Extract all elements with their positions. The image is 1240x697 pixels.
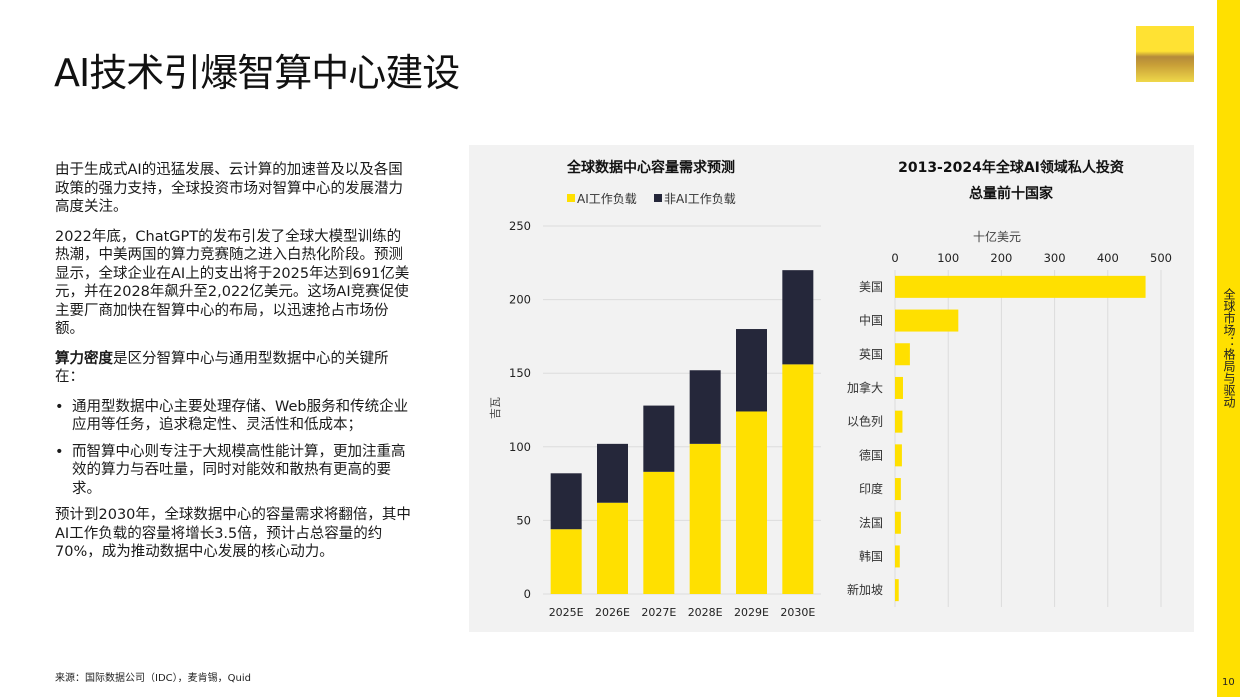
category-label: 美国 bbox=[859, 280, 883, 294]
page-number: 10 bbox=[1222, 677, 1235, 688]
y-axis-label: 吉瓦 bbox=[489, 397, 502, 419]
bar-investment bbox=[895, 309, 959, 332]
paragraph-4: 预计到2030年，全球数据中心的容量需求将翻倍，其中AI工作负载的容量将增长3.… bbox=[55, 507, 411, 560]
y-tick-label: 50 bbox=[516, 513, 531, 527]
bar-non-ai-workload bbox=[689, 370, 721, 444]
bar-ai-workload bbox=[782, 364, 814, 594]
bar-non-ai-workload bbox=[597, 443, 628, 503]
category-label: 法国 bbox=[859, 516, 883, 530]
bar-investment bbox=[895, 579, 899, 602]
category-label: 印度 bbox=[859, 481, 883, 496]
bar-non-ai-workload bbox=[736, 329, 767, 412]
x-tick-label: 200 bbox=[990, 251, 1012, 265]
bullet-item: 而智算中心则专注于大规模高性能计算，更加注重高效的算力与吞吐量，同时对能效和散热… bbox=[55, 443, 415, 499]
bullet-item: 通用型数据中心主要处理存储、Web服务和传统企业应用等任务，追求稳定性、灵活性和… bbox=[55, 398, 415, 435]
bar-investment bbox=[895, 444, 902, 467]
section-label: 全球市场：格局与驱动 bbox=[1222, 288, 1236, 408]
y-tick-label: 100 bbox=[509, 440, 531, 454]
paragraph-3: 算力密度是区分智算中心与通用型数据中心的关键所在： bbox=[55, 350, 415, 387]
x-tick-label: 400 bbox=[1097, 251, 1119, 265]
x-tick-label: 2030E bbox=[780, 606, 815, 619]
category-label: 中国 bbox=[859, 313, 883, 328]
paragraph-1: 由于生成式AI的迅猛发展、云计算的加速普及以及各国政策的强力支持，全球投资市场对… bbox=[55, 162, 403, 215]
x-tick-label: 2026E bbox=[595, 606, 630, 619]
y-tick-label: 250 bbox=[509, 219, 531, 233]
x-tick-label: 0 bbox=[891, 251, 898, 265]
bar-non-ai-workload bbox=[782, 270, 814, 365]
x-tick-label: 100 bbox=[937, 251, 959, 265]
logo-image bbox=[1136, 26, 1194, 82]
paragraph-2: 2022年底，ChatGPT的发布引发了全球大模型训练的热潮，中美两国的算力竞赛… bbox=[55, 228, 410, 338]
body-text: 由于生成式AI的迅猛发展、云计算的加速普及以及各国政策的强力支持，全球投资市场对… bbox=[55, 161, 415, 573]
bar-ai-workload bbox=[597, 502, 628, 594]
category-label: 德国 bbox=[859, 447, 883, 462]
x-tick-label: 2029E bbox=[734, 606, 769, 619]
bar-ai-workload bbox=[736, 411, 767, 594]
y-tick-label: 200 bbox=[509, 293, 531, 307]
x-tick-label: 2028E bbox=[688, 606, 723, 619]
bar-investment bbox=[895, 511, 901, 534]
y-tick-label: 0 bbox=[524, 587, 531, 601]
section-sidebar bbox=[1217, 0, 1240, 697]
x-tick-label: 500 bbox=[1150, 251, 1172, 265]
legend-label: AI工作负载 bbox=[577, 192, 637, 206]
bar-non-ai-workload bbox=[643, 405, 675, 472]
category-label: 英国 bbox=[859, 347, 883, 361]
paragraph-3-text: 是区分智算中心与通用型数据中心的关键所在： bbox=[55, 350, 389, 386]
legend-label: 非AI工作负载 bbox=[664, 192, 736, 206]
legend-swatch-non-ai bbox=[654, 194, 662, 202]
bar-ai-workload bbox=[550, 529, 582, 594]
chart-panel: 全球数据中心容量需求预测 AI工作负载 非AI工作负载 0 50 100 150 200 250… bbox=[469, 145, 1194, 632]
charts-svg: 全球数据中心容量需求预测 AI工作负载 非AI工作负载 0 50 100 150 200 250… bbox=[489, 159, 1172, 619]
source-note: 来源：国际数据公司（IDC），麦肯锡，Quid bbox=[55, 673, 251, 684]
bar-ai-workload bbox=[689, 443, 721, 594]
category-label: 新加坡 bbox=[847, 582, 883, 597]
x-tick-label: 2025E bbox=[549, 606, 584, 619]
x-tick-label: 300 bbox=[1044, 251, 1066, 265]
chart-title: 全球数据中心容量需求预测 bbox=[566, 159, 735, 176]
bar-investment bbox=[895, 275, 1146, 298]
x-axis-label: 十亿美元 bbox=[973, 229, 1021, 244]
category-label: 加拿大 bbox=[847, 380, 883, 395]
chart-title-line2: 总量前十国家 bbox=[969, 185, 1054, 202]
bar-investment bbox=[895, 545, 900, 568]
bar-investment bbox=[895, 478, 901, 501]
bar-investment bbox=[895, 343, 910, 366]
bar-investment bbox=[895, 376, 903, 399]
bar-ai-workload bbox=[643, 471, 675, 594]
legend-swatch-ai bbox=[567, 194, 575, 202]
chart-title: 2013-2024年全球AI领域私人投资 bbox=[898, 159, 1124, 176]
x-tick-label: 2027E bbox=[641, 606, 676, 619]
bar-investment bbox=[895, 410, 903, 433]
y-tick-label: 150 bbox=[509, 366, 531, 380]
bullet-list: 通用型数据中心主要处理存储、Web服务和传统企业应用等任务，追求稳定性、灵活性和… bbox=[55, 398, 415, 499]
page-title: AI技术引爆智算中心建设 bbox=[54, 51, 460, 95]
category-label: 以色列 bbox=[847, 415, 883, 429]
bar-non-ai-workload bbox=[550, 473, 582, 530]
highlight-term: 算力密度 bbox=[55, 350, 113, 367]
category-label: 韩国 bbox=[859, 548, 883, 563]
